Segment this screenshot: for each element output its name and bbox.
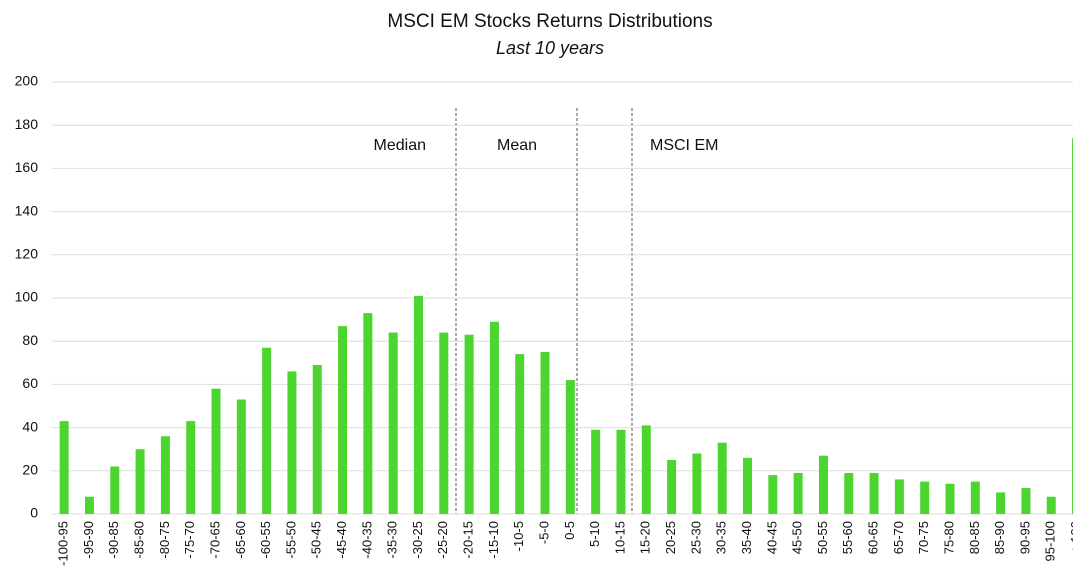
x-tick-label: 65-70 [891,521,906,554]
x-tick-label: 0-5 [562,521,577,540]
x-tick-label: -15-10 [486,521,501,559]
bar [1046,496,1056,514]
chart-subtitle: Last 10 years [496,38,604,58]
bar [667,460,677,514]
x-tick-label: -90-85 [106,521,121,559]
x-tick-label: -45-40 [334,521,349,559]
bar [818,455,828,514]
y-tick-label: 80 [22,332,38,348]
y-tick-label: 180 [15,116,39,132]
bar [287,371,297,514]
bar [515,354,525,514]
x-tick-label: 30-35 [714,521,729,554]
x-tick-label: -40-35 [359,521,374,559]
bar [59,421,69,514]
x-tick-label: -10-5 [511,521,526,551]
chart-title: MSCI EM Stocks Returns Distributions [387,11,712,32]
bar [743,457,753,514]
x-tick-label: -80-75 [157,521,172,559]
x-tick-label: 5-10 [587,521,602,547]
bar [945,483,955,514]
x-tick-label: 90-95 [1017,521,1032,554]
x-tick-label: 25-30 [688,521,703,554]
bar [996,492,1006,514]
bar [84,496,94,514]
x-tick-label: -20-15 [461,521,476,559]
x-tick-label: 20-25 [663,521,678,554]
x-tick-label: -100-95 [56,521,71,566]
x-tick-label: -70-65 [207,521,222,559]
bar [413,295,423,514]
bar [211,388,221,514]
bar [160,436,170,514]
bar [236,399,246,514]
bar [135,449,145,514]
x-tick-label: -25-20 [435,521,450,559]
y-tick-label: 60 [22,375,38,391]
y-tick-label: 120 [15,246,39,262]
x-tick-label: -75-70 [182,521,197,559]
x-tick-label: -5-0 [536,521,551,544]
y-tick-label: 20 [22,462,38,478]
x-tick-label: 55-60 [840,521,855,554]
bar [869,472,879,514]
annotation: MSCI EM [650,137,718,154]
annotation: Median [374,137,426,154]
y-tick-label: 40 [22,418,38,434]
x-tick-label: 95-100 [1043,521,1058,561]
x-tick-label: 50-55 [815,521,830,554]
bar [920,481,930,514]
x-tick-label: 35-40 [739,521,754,554]
x-tick-label: 75-80 [941,521,956,554]
bar [540,352,550,514]
x-tick-label: 10-15 [612,521,627,554]
bar [970,481,980,514]
x-tick-label: -50-45 [309,521,324,559]
y-tick-label: 140 [15,202,39,218]
x-tick-label: 85-90 [992,521,1007,554]
x-tick-label: -65-60 [233,521,248,559]
x-tick-label: 40-45 [764,521,779,554]
bar [894,479,904,514]
bar [110,466,120,514]
bar [489,321,499,514]
x-tick-label: 80-85 [967,521,982,554]
x-tick-label: >100 [1068,521,1073,550]
bar [1021,488,1031,514]
bar [565,380,575,514]
x-tick-label: 60-65 [866,521,881,554]
bar [793,472,803,514]
x-tick-label: -55-50 [283,521,298,559]
bar [591,429,601,514]
bar [312,364,322,514]
bar [186,421,196,514]
bar [717,442,727,514]
y-tick-label: 0 [30,505,38,521]
bar [768,475,778,514]
annotation: Mean [497,137,537,154]
x-tick-label: 70-75 [916,521,931,554]
x-tick-label: -30-25 [410,521,425,559]
y-tick-label: 200 [15,73,39,89]
bar [388,332,398,514]
bar [641,425,651,514]
x-tick-label: 45-50 [790,521,805,554]
bar [363,313,373,514]
bar [692,453,702,514]
x-tick-label: -35-30 [385,521,400,559]
y-tick-label: 160 [15,159,39,175]
y-tick-label: 100 [15,289,39,305]
x-tick-label: 15-20 [638,521,653,554]
bar [439,332,449,514]
x-tick-label: -95-90 [81,521,96,559]
bar [844,472,854,514]
x-tick-label: -85-80 [132,521,147,559]
x-tick-label: -60-55 [258,521,273,559]
bar [338,326,348,514]
bar [262,347,272,514]
bar [616,429,626,514]
bar [464,334,474,514]
